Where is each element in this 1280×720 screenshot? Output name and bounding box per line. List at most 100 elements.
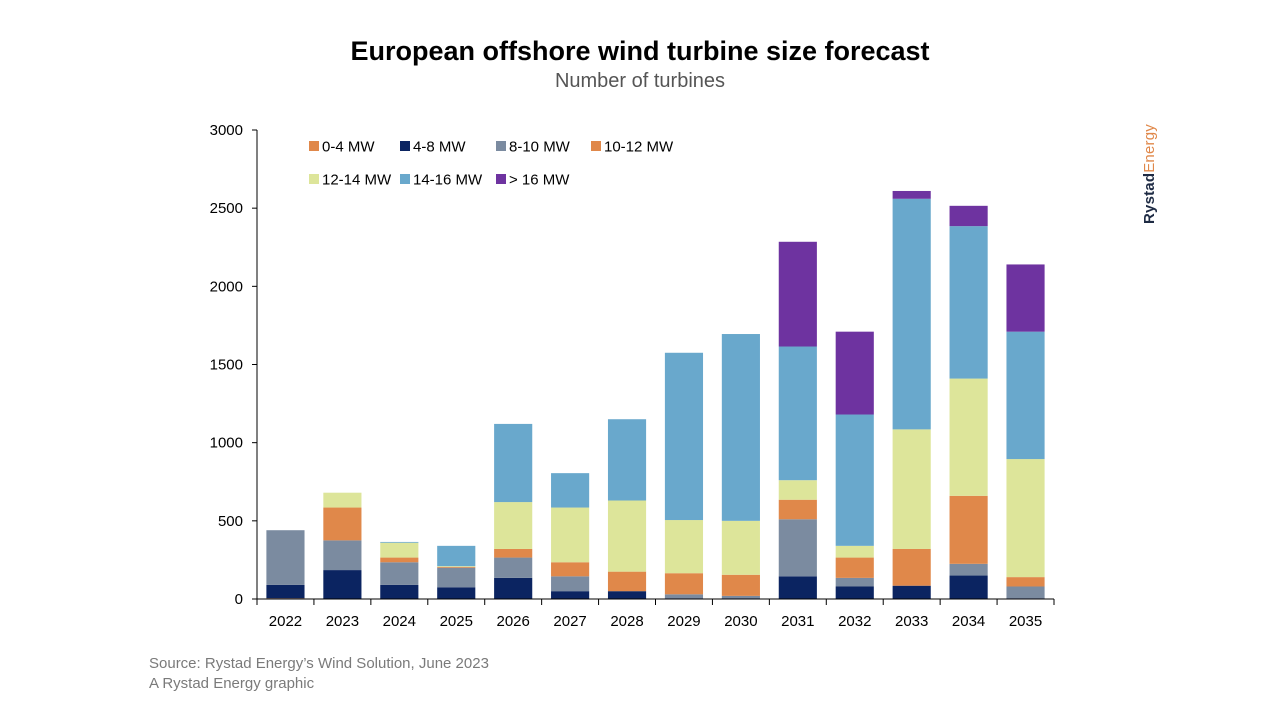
x-tick-label: 2035 — [1009, 613, 1042, 630]
bar-segment — [380, 562, 419, 585]
bar-segment — [835, 545, 874, 558]
legend-item: 8-10 MW — [496, 139, 571, 156]
bar-segment — [551, 562, 590, 577]
bar-segment — [949, 378, 988, 496]
bar-segment — [1006, 331, 1045, 460]
bar-segment — [551, 473, 590, 508]
legend-swatch — [591, 141, 601, 151]
bar-segment — [835, 577, 874, 587]
x-tick-label: 2032 — [838, 613, 871, 630]
bar-segment — [949, 226, 988, 379]
bar-segment — [721, 520, 760, 575]
bar-segment — [778, 480, 817, 500]
legend-label: 8-10 MW — [509, 139, 571, 156]
bar-segment — [949, 205, 988, 227]
chart-subtitle: Number of turbines — [554, 70, 726, 92]
bar-segment — [437, 567, 476, 588]
bar-segment — [1006, 577, 1045, 587]
x-tick-label: 2030 — [724, 613, 757, 630]
bar-segment — [323, 492, 362, 508]
bar-segment — [1006, 264, 1045, 332]
y-tick-label: 2000 — [210, 278, 243, 295]
source-line: Source: Rystad Energy’s Wind Solution, J… — [149, 655, 489, 672]
source-note: Source: Rystad Energy’s Wind Solution, J… — [149, 654, 489, 694]
y-tick-label: 1000 — [210, 435, 243, 452]
bar-segment — [892, 585, 931, 599]
bar-segment — [892, 429, 931, 549]
x-tick-label: 2026 — [496, 613, 529, 630]
bar-segment — [949, 575, 988, 599]
y-tick-label: 3000 — [210, 122, 243, 139]
x-tick-label: 2023 — [326, 613, 359, 630]
bar-segment — [494, 577, 533, 599]
bar-segment — [721, 574, 760, 596]
bar-segment — [551, 507, 590, 563]
bar-segment — [607, 419, 647, 501]
legend-swatch — [309, 141, 319, 151]
legend-swatch — [400, 174, 410, 184]
bar-segment — [494, 548, 533, 558]
bar-segment — [778, 499, 817, 520]
bar-segment — [835, 331, 874, 415]
bar-segment — [892, 548, 931, 586]
credit-line: A Rystad Energy graphic — [149, 675, 315, 692]
bar-segment — [1006, 586, 1045, 599]
legend-item: > 16 MW — [496, 172, 570, 189]
legend-item: 10-12 MW — [591, 139, 674, 156]
bar-segment — [494, 502, 533, 549]
bar-segment — [380, 541, 419, 543]
bar-segment — [437, 566, 476, 568]
plot-area — [266, 190, 1045, 599]
bar-segment — [778, 346, 817, 481]
bar-segment — [266, 584, 305, 599]
bar-segment — [1006, 459, 1045, 578]
bar-segment — [607, 591, 647, 599]
legend-swatch — [400, 141, 410, 151]
x-tick-label: 2027 — [553, 613, 586, 630]
bar-segment — [835, 586, 874, 599]
bar-segment — [323, 570, 362, 599]
legend-label: 4-8 MW — [413, 139, 466, 156]
bar-segment — [778, 519, 817, 577]
bar-segment — [778, 241, 817, 347]
x-tick-label: 2031 — [781, 613, 814, 630]
bar-segment — [892, 198, 931, 430]
bar-segment — [664, 594, 704, 599]
bar-segment — [323, 540, 362, 571]
legend-swatch — [496, 141, 506, 151]
bar-segment — [721, 595, 760, 599]
bar-segment — [949, 495, 988, 564]
bar-segment — [835, 557, 874, 578]
bar-segment — [664, 520, 704, 574]
bar-segment — [607, 500, 647, 572]
bar-segment — [323, 507, 362, 541]
bar-segment — [437, 545, 476, 567]
x-tick-label: 2033 — [895, 613, 928, 630]
bar-segment — [437, 587, 476, 599]
legend-item: 12-14 MW — [309, 172, 392, 189]
bar-segment — [607, 571, 647, 592]
bar-segment — [892, 190, 931, 199]
bar-segment — [949, 563, 988, 576]
rystad-energy-logo: RystadEnergy — [1141, 124, 1158, 224]
legend-swatch — [496, 174, 506, 184]
legend-label: 0-4 MW — [322, 139, 375, 156]
y-tick-label: 2500 — [210, 200, 243, 217]
bar-segment — [664, 352, 704, 521]
bar-segment — [835, 414, 874, 546]
bar-segment — [380, 557, 419, 563]
bar-segment — [551, 576, 590, 592]
axes: 0 500 1000 1500 2000 2500 3000 2022 2023 2024 2025… — [210, 122, 1055, 630]
x-tick-label: 2028 — [610, 613, 643, 630]
x-tick-label: 2029 — [667, 613, 700, 630]
bar-segment — [778, 576, 817, 599]
x-tick-label: 2025 — [440, 613, 473, 630]
x-tick-label: 2022 — [269, 613, 302, 630]
legend-label: 14-16 MW — [413, 172, 483, 189]
legend-item: 14-16 MW — [400, 172, 483, 189]
x-tick-label: 2024 — [383, 613, 416, 630]
bar-segment — [551, 591, 590, 599]
bar-segment — [664, 573, 704, 595]
bar-segment — [380, 584, 419, 599]
